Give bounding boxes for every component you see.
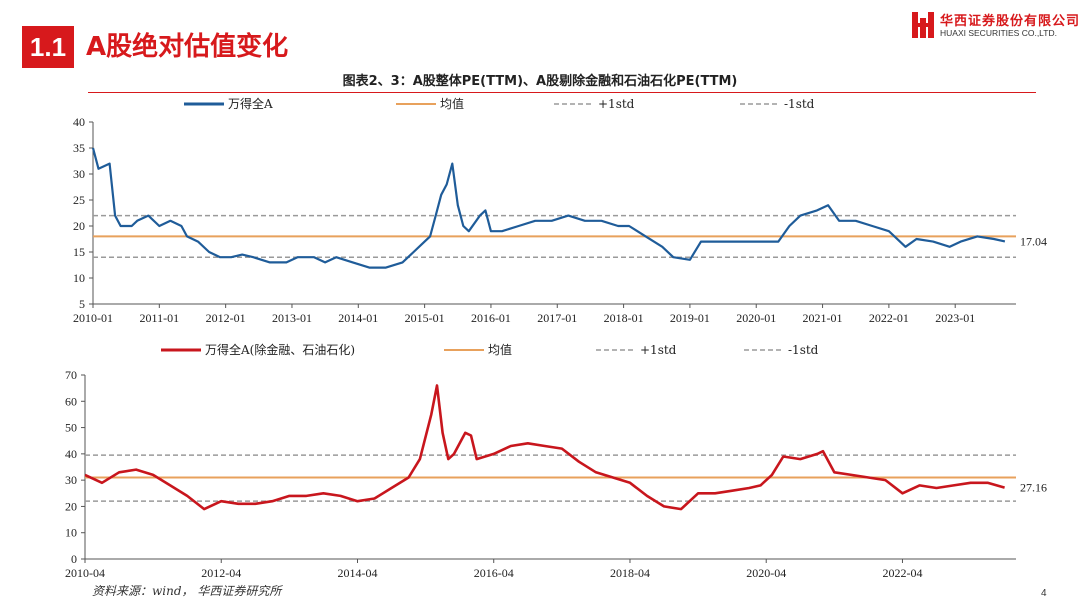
company-logo-icon xyxy=(912,12,934,38)
top-legend-label-plus-std: +1std xyxy=(598,97,635,111)
top-x-tick-label: 2017-01 xyxy=(537,311,577,325)
bottom-legend-label-series: 万得全A(除金融、石油石化) xyxy=(205,342,355,357)
top-y-tick-label: 20 xyxy=(73,219,85,233)
top-y-tick-label: 40 xyxy=(73,115,85,129)
page-number: 4 xyxy=(1041,588,1047,599)
top-y-tick-label: 5 xyxy=(79,297,85,311)
bottom-y-tick-label: 20 xyxy=(65,499,77,513)
top-y-tick-label: 35 xyxy=(73,141,85,155)
bottom-y-tick-label: 70 xyxy=(65,368,77,382)
top-x-tick-label: 2020-01 xyxy=(736,311,776,325)
source-note: 资料来源：wind， 华西证券研究所 xyxy=(92,584,282,598)
top-legend-label-series: 万得全A xyxy=(228,96,273,111)
bottom-x-tick-label: 2022-04 xyxy=(882,566,922,580)
bottom-legend-label-mean: 均值 xyxy=(488,342,512,357)
company-logo: 华西证券股份有限公司 HUAXI SECURITIES CO.,LTD. xyxy=(912,10,1079,44)
bottom-y-tick-label: 40 xyxy=(65,447,77,461)
figure-title: 图表2、3：A股整体PE(TTM)、A股剔除金融和石油石化PE(TTM) xyxy=(342,74,738,89)
bottom-y-tick-label: 60 xyxy=(65,394,77,408)
top-x-tick-label: 2014-01 xyxy=(338,311,378,325)
top-x-tick-label: 2021-01 xyxy=(803,311,843,325)
bottom-x-tick-label: 2020-04 xyxy=(746,566,786,580)
bottom-y-tick-label: 50 xyxy=(65,421,77,435)
top-end-value-label: 17.04 xyxy=(1020,234,1047,248)
top-x-tick-label: 2023-01 xyxy=(935,311,975,325)
bottom-y-tick-label: 10 xyxy=(65,526,77,540)
bottom-series-line xyxy=(84,384,1005,511)
title-divider xyxy=(88,92,1036,93)
bottom-x-tick-label: 2016-04 xyxy=(474,566,514,580)
top-x-tick-label: 2013-01 xyxy=(272,311,312,325)
top-legend-label-mean: 均值 xyxy=(440,96,464,111)
bottom-y-tick-label: 0 xyxy=(71,552,77,566)
top-x-tick-label: 2016-01 xyxy=(471,311,511,325)
bottom-x-tick-label: 2012-04 xyxy=(201,566,241,580)
top-x-tick-label: 2018-01 xyxy=(604,311,644,325)
top-x-tick-label: 2011-01 xyxy=(140,311,180,325)
top-y-tick-label: 30 xyxy=(73,167,85,181)
top-x-tick-label: 2012-01 xyxy=(206,311,246,325)
top-y-tick-label: 15 xyxy=(73,245,85,259)
bottom-y-tick-label: 30 xyxy=(65,473,77,487)
company-name-cn: 华西证券股份有限公司 xyxy=(940,14,1080,29)
bottom-legend-label-plus-std: +1std xyxy=(640,343,677,357)
top-x-tick-label: 2022-01 xyxy=(869,311,909,325)
top-legend-label-minus-std: -1std xyxy=(784,97,815,111)
top-x-tick-label: 2019-01 xyxy=(670,311,710,325)
company-name-en: HUAXI SECURITIES CO.,LTD. xyxy=(940,28,1057,38)
bottom-x-tick-label: 2014-04 xyxy=(337,566,377,580)
top-x-tick-label: 2015-01 xyxy=(405,311,445,325)
top-y-tick-label: 10 xyxy=(73,271,85,285)
top-x-tick-label: 2010-01 xyxy=(73,311,113,325)
top-y-tick-label: 25 xyxy=(73,193,85,207)
bottom-end-value-label: 27.16 xyxy=(1020,481,1047,495)
bottom-x-tick-label: 2018-04 xyxy=(610,566,650,580)
section-number-badge: 1.1 xyxy=(22,26,74,68)
bottom-legend-label-minus-std: -1std xyxy=(788,343,819,357)
section-title: A股绝对估值变化 xyxy=(86,32,289,62)
top-series-line xyxy=(91,147,1006,269)
bottom-x-tick-label: 2010-04 xyxy=(65,566,105,580)
